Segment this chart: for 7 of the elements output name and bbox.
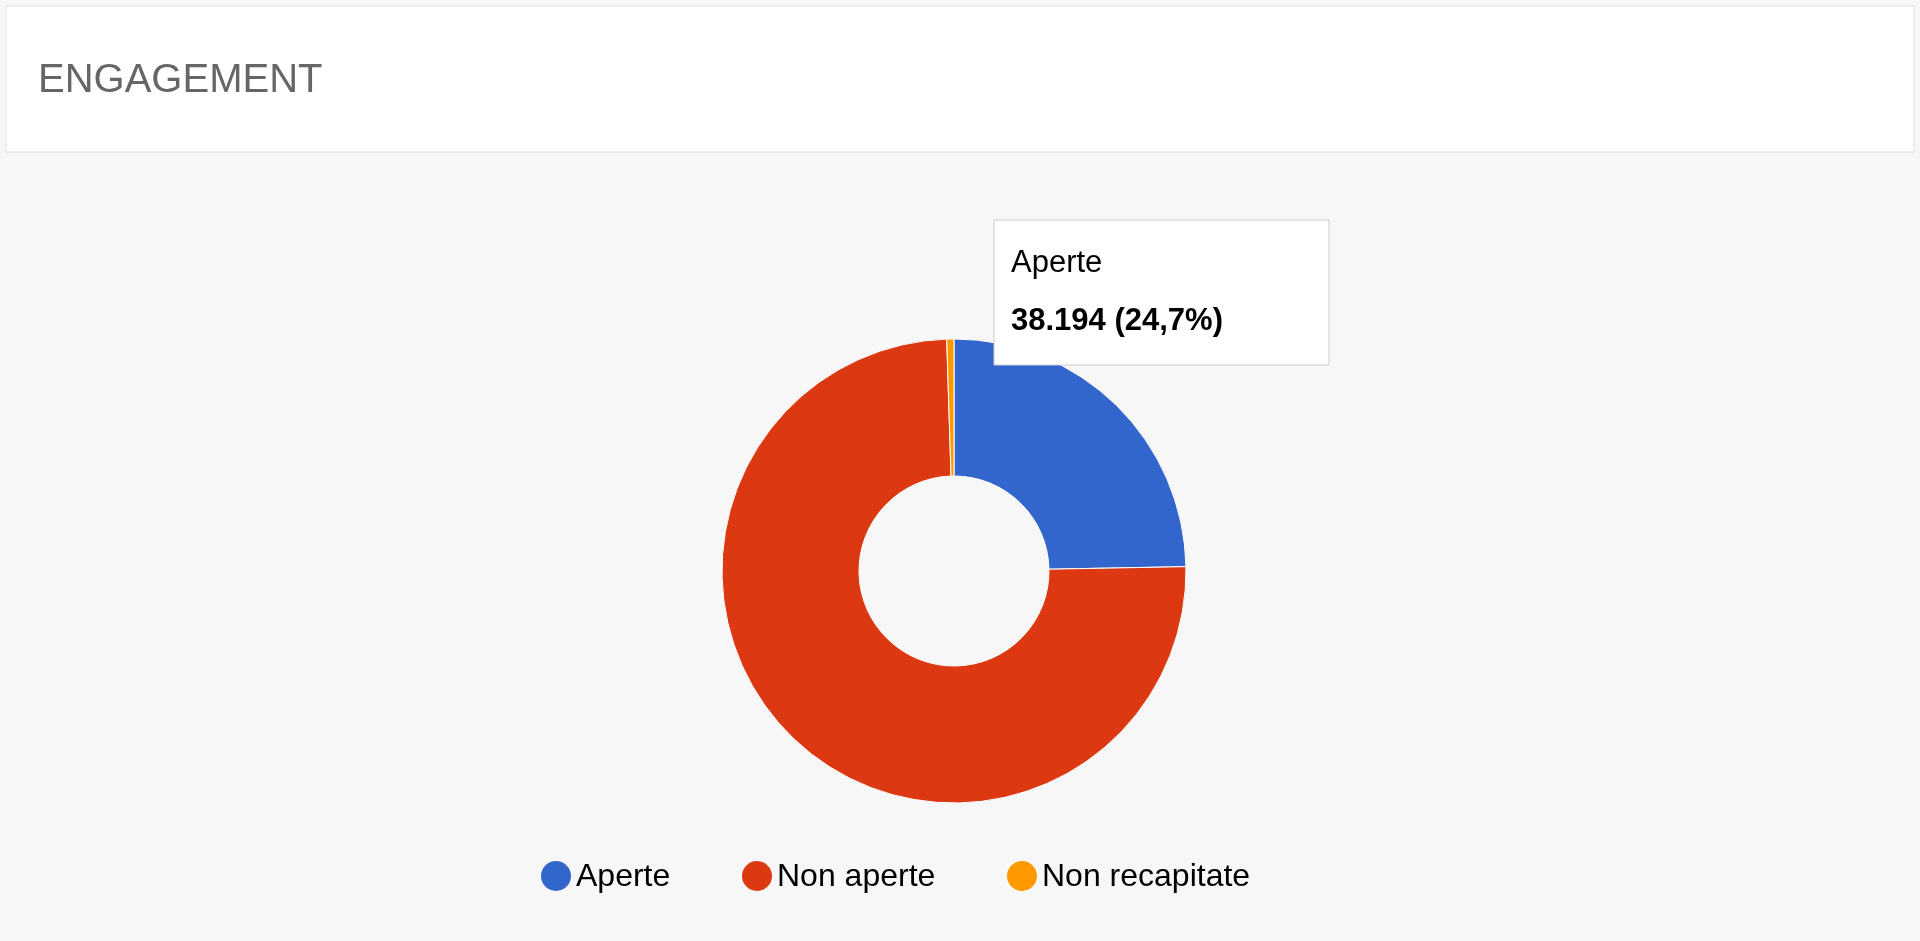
text: Aperte	[1011, 244, 1103, 279]
legend-label: Non aperte	[777, 857, 936, 893]
donut-slice	[721, 338, 1187, 804]
text: ENGAGEMENT	[38, 56, 323, 100]
legend-label: Non recapitate	[1042, 857, 1251, 893]
text: 38.194 (24,7%)	[1011, 302, 1223, 337]
legend-label: Aperte	[576, 857, 671, 893]
